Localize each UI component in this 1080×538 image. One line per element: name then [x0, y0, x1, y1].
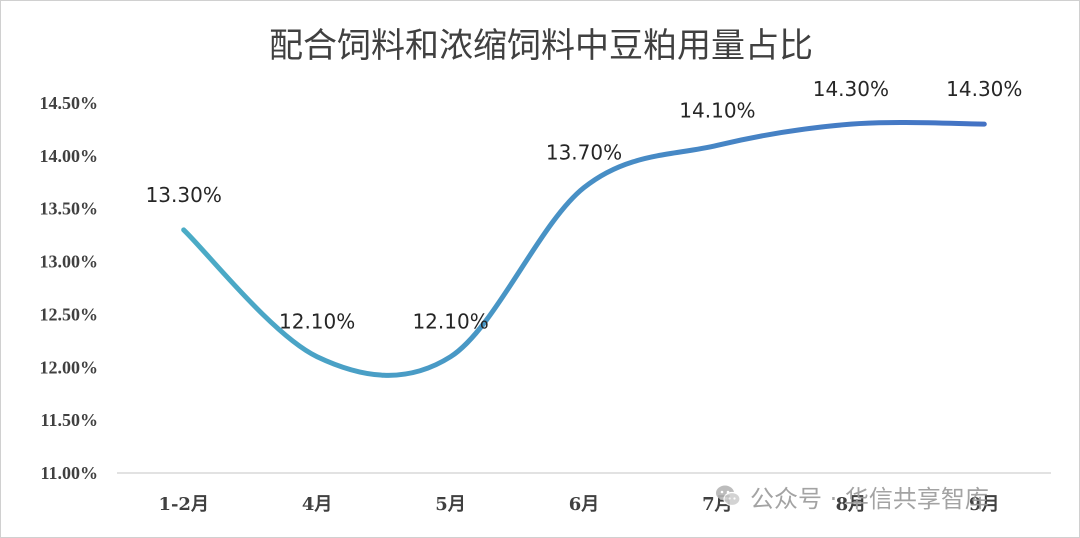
data-label: 13.30% [146, 183, 222, 207]
x-tick-label: 1-2月 [158, 494, 209, 515]
data-label: 14.30% [946, 77, 1022, 101]
y-tick-label: 14.50% [40, 93, 99, 113]
y-tick-label: 14.00% [40, 146, 99, 166]
y-tick-label: 13.00% [40, 252, 99, 272]
x-tick-label: 8月 [836, 494, 867, 515]
x-axis: 1-2月 4月 5月 6月 7月 8月 9月 [158, 494, 999, 515]
y-axis: 11.00% 11.50% 12.00% 12.50% 13.00% 13.50% 14.0… [40, 93, 99, 483]
x-tick-label: 6月 [569, 494, 600, 515]
y-tick-label: 12.00% [40, 357, 99, 377]
x-tick-label: 9月 [969, 494, 1000, 515]
watermark-text: 公众号 · 华信共享智库 [750, 484, 989, 513]
x-tick-label: 4月 [302, 494, 333, 515]
chart-title: 配合饲料和浓缩饲料中豆粕用量占比 [269, 26, 813, 66]
y-tick-label: 12.50% [40, 304, 99, 324]
y-tick-label: 11.50% [40, 410, 98, 430]
watermark: 公众号 · 华信共享智库 [714, 476, 989, 516]
data-labels: 13.30% 12.10% 12.10% 13.70% 14.10% 14.30% 14.3… [146, 77, 1023, 334]
data-label: 13.70% [546, 141, 622, 165]
y-tick-label: 13.50% [40, 199, 99, 219]
data-label: 12.10% [279, 310, 355, 334]
data-label: 14.30% [813, 77, 889, 101]
wechat-icon [716, 485, 741, 507]
data-label: 14.10% [679, 98, 755, 122]
y-tick-label: 11.00% [40, 463, 98, 483]
data-label: 12.10% [412, 310, 488, 334]
x-tick-label: 5月 [435, 494, 466, 515]
series-line [181, 120, 987, 378]
